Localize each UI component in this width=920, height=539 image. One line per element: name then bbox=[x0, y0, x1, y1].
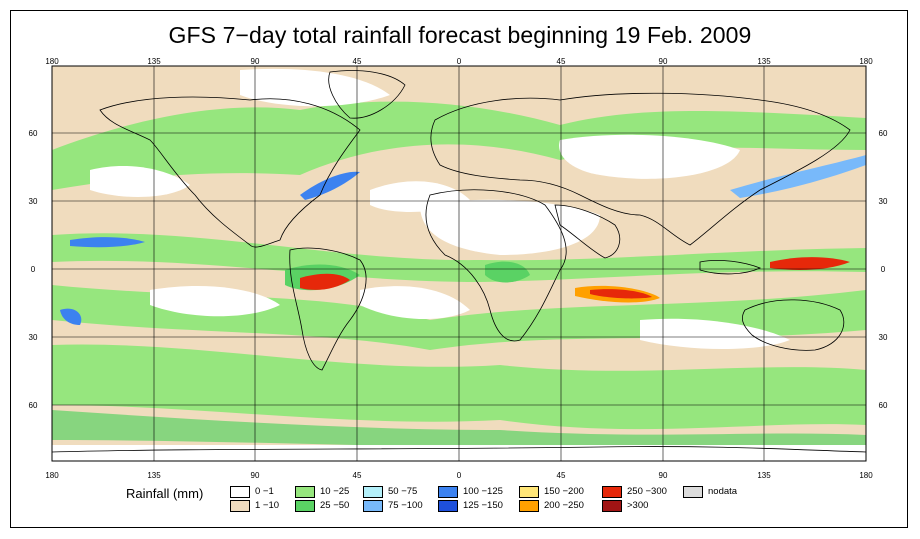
legend-swatch bbox=[363, 500, 383, 512]
lat-tick-left: 0 bbox=[30, 265, 36, 274]
lon-tick-bottom: 45 bbox=[556, 471, 566, 480]
lat-tick-left: 60 bbox=[28, 401, 38, 410]
dry-patch-arctic bbox=[240, 68, 390, 107]
lat-tick-right: 30 bbox=[878, 333, 888, 342]
core-amazon-heavy bbox=[300, 273, 350, 290]
dry-patch-s-pac bbox=[150, 285, 280, 317]
legend-label: >300 bbox=[627, 500, 649, 511]
core-e-pacific bbox=[70, 237, 145, 248]
core-africa bbox=[485, 261, 530, 283]
lon-tick-bottom: 0 bbox=[456, 471, 462, 480]
lat-tick-left: 30 bbox=[28, 333, 38, 342]
legend-label: 75 −100 bbox=[388, 500, 423, 511]
south-america bbox=[289, 247, 367, 371]
legend-label: 200 −250 bbox=[544, 500, 584, 511]
greenland bbox=[328, 70, 406, 119]
core-s-pacific bbox=[60, 308, 82, 325]
legend-swatch bbox=[438, 486, 458, 498]
lat-tick-left: 30 bbox=[28, 197, 38, 206]
lon-tick-bottom: 180 bbox=[45, 471, 59, 480]
figure-frame bbox=[10, 10, 908, 528]
australia bbox=[741, 299, 845, 351]
map-border bbox=[51, 65, 867, 462]
legend-label: 250 −300 bbox=[627, 486, 667, 497]
gridlines bbox=[52, 66, 866, 461]
europe-asia bbox=[430, 92, 851, 246]
legend-swatch bbox=[295, 500, 315, 512]
lon-tick-bottom: 90 bbox=[658, 471, 668, 480]
coastlines bbox=[52, 70, 866, 453]
lon-tick-bottom: 45 bbox=[352, 471, 362, 480]
legend-swatch bbox=[683, 486, 703, 498]
africa bbox=[425, 189, 567, 342]
lat-tick-left: 60 bbox=[28, 129, 38, 138]
dry-patch-asia bbox=[559, 134, 740, 179]
lat-tick-right: 60 bbox=[878, 129, 888, 138]
core-s-indian-red bbox=[590, 289, 652, 299]
lon-tick-bottom: 180 bbox=[859, 471, 873, 480]
lon-tick-top: 45 bbox=[556, 57, 566, 66]
lon-tick-top: 0 bbox=[456, 57, 462, 66]
dry-patch-s-atl bbox=[360, 286, 470, 320]
band-n-atlantic-pacific bbox=[52, 101, 866, 190]
legend-label: 50 −75 bbox=[388, 486, 418, 497]
legend-swatch bbox=[230, 500, 250, 512]
legend-label: 0 −1 bbox=[255, 486, 274, 497]
legend-swatch bbox=[519, 486, 539, 498]
dry-patch-sahara bbox=[420, 199, 600, 255]
lon-tick-bottom: 90 bbox=[250, 471, 260, 480]
map-title: GFS 7−day total rainfall forecast beginn… bbox=[168, 22, 752, 48]
legend-label: 25 −50 bbox=[320, 500, 350, 511]
lat-tick-right: 0 bbox=[880, 265, 886, 274]
antarctica-edge bbox=[52, 446, 866, 453]
legend-label: 100 −125 bbox=[463, 486, 503, 497]
lon-tick-top: 90 bbox=[250, 57, 260, 66]
legend-swatch bbox=[230, 486, 250, 498]
band-itcz bbox=[52, 233, 866, 282]
lat-tick-right: 30 bbox=[878, 197, 888, 206]
lat-tick-right: 60 bbox=[878, 401, 888, 410]
legend-swatch bbox=[363, 486, 383, 498]
lon-tick-top: 135 bbox=[147, 57, 161, 66]
north-america bbox=[99, 96, 361, 248]
core-w-pacific bbox=[770, 257, 850, 270]
arabia-india bbox=[554, 204, 621, 259]
legend-label: 10 −25 bbox=[320, 486, 350, 497]
legend-swatch bbox=[438, 500, 458, 512]
legend-label: nodata bbox=[708, 486, 738, 497]
legend-swatch bbox=[295, 486, 315, 498]
legend-swatch bbox=[602, 500, 622, 512]
legend-title: Rainfall (mm) bbox=[126, 486, 204, 501]
legend-label: 1 −10 bbox=[255, 500, 280, 511]
lon-tick-top: 45 bbox=[352, 57, 362, 66]
lon-tick-bottom: 135 bbox=[757, 471, 771, 480]
lon-tick-top: 180 bbox=[45, 57, 59, 66]
lon-tick-top: 90 bbox=[658, 57, 668, 66]
legend-label: 125 −150 bbox=[463, 500, 503, 511]
legend-swatch bbox=[519, 500, 539, 512]
lon-tick-top: 180 bbox=[859, 57, 873, 66]
dry-patch-s-ind bbox=[640, 318, 790, 349]
core-nw-atlantic bbox=[300, 171, 360, 200]
legend-label: 150 −200 bbox=[544, 486, 584, 497]
lon-tick-top: 135 bbox=[757, 57, 771, 66]
dry-patch-npac bbox=[90, 165, 190, 197]
indonesia bbox=[699, 260, 762, 275]
lon-tick-bottom: 135 bbox=[147, 471, 161, 480]
legend-swatch bbox=[602, 486, 622, 498]
